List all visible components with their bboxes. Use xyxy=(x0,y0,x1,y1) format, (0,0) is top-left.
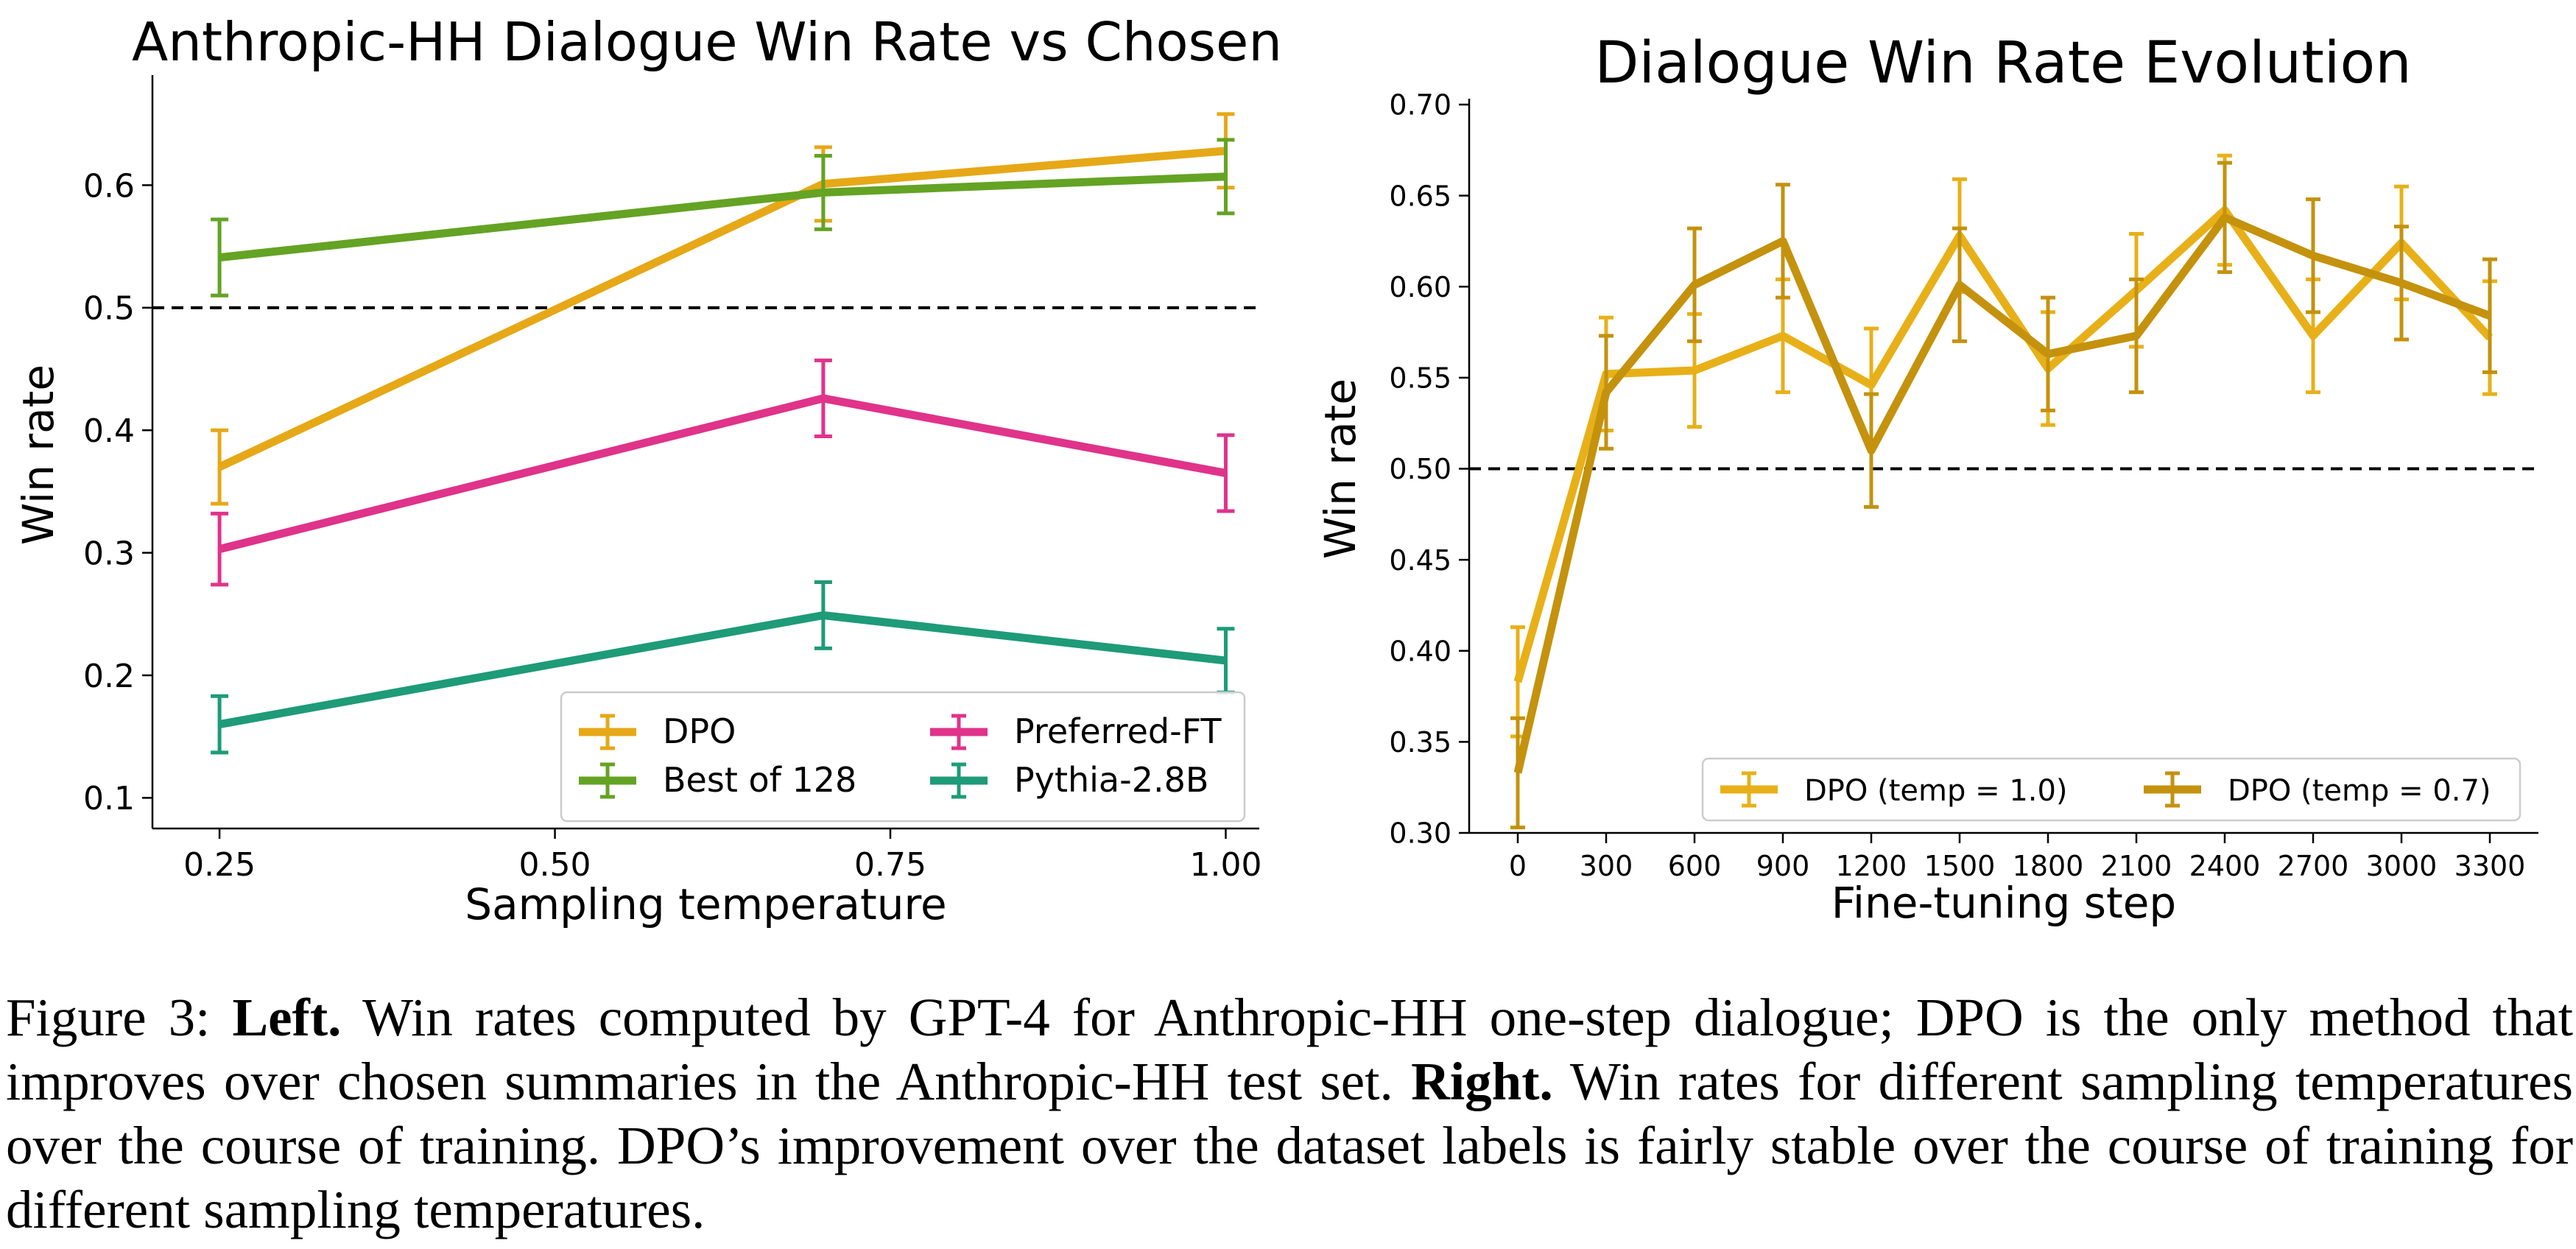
y-tick-label: 0.55 xyxy=(1389,362,1451,395)
x-tick-label: 2100 xyxy=(2101,850,2172,882)
y-tick-label: 0.35 xyxy=(1389,726,1451,759)
legend-label: Pythia-2.8B xyxy=(1014,760,1208,800)
series-pythia-2-8b xyxy=(211,580,1235,755)
y-tick-label: 0.45 xyxy=(1389,544,1451,577)
x-tick-label: 900 xyxy=(1756,850,1810,882)
x-tick-label: 0.50 xyxy=(519,846,591,884)
x-tick-label: 2400 xyxy=(2189,850,2261,882)
y-tick-label: 0.4 xyxy=(83,412,135,450)
figure-caption: Figure 3: Left. Win rates computed by GP… xyxy=(6,985,2573,1242)
caption-right-text: Win rates for different sampling tempera… xyxy=(6,1052,2573,1239)
legend-item-dpo-temp-1-0: DPO (temp = 1.0) xyxy=(1720,771,2068,808)
series-best-of-128 xyxy=(211,138,1235,298)
series-preferred-ft xyxy=(211,358,1235,587)
x-axis-label: Sampling temperature xyxy=(465,879,946,929)
legend-box xyxy=(1701,757,2522,822)
y-tick-label: 0.30 xyxy=(1389,817,1451,850)
win-rate-evolution-chart: Dialogue Win Rate Evolution 0 300 600 900 120… xyxy=(1315,30,2538,928)
chart-title: Dialogue Win Rate Evolution xyxy=(1594,30,2411,96)
series-line xyxy=(1513,213,2491,774)
x-axis-label: Fine-tuning step xyxy=(1831,878,2176,928)
y-tick-label: 0.3 xyxy=(83,535,135,572)
caption-left-label: Left. xyxy=(232,988,342,1047)
x-tick-label: 3300 xyxy=(2454,850,2526,882)
y-tick-label: 0.60 xyxy=(1389,271,1451,303)
x-tick-label: 0.25 xyxy=(183,846,256,884)
x-tick-label: 1500 xyxy=(1924,850,1996,882)
legend-item-dpo: DPO xyxy=(579,711,736,751)
x-tick-label: 0.75 xyxy=(854,846,926,884)
chart-title: Anthropic-HH Dialogue Win Rate vs Chosen xyxy=(132,11,1282,73)
legend-item-dpo-temp-0-7: DPO (temp = 0.7) xyxy=(2144,771,2491,808)
legend: DPO (temp = 1.0) DPO (temp = 0.7) xyxy=(1701,757,2522,822)
legend-label: DPO (temp = 1.0) xyxy=(1804,774,2068,808)
y-tick-label: 0.2 xyxy=(83,658,135,695)
series-line xyxy=(1513,205,2494,683)
x-tick-label: 2700 xyxy=(2278,850,2349,882)
y-tick-label: 0.5 xyxy=(83,290,135,328)
legend-label: DPO xyxy=(663,711,736,751)
x-tick-label: 1200 xyxy=(1836,850,1907,882)
legend: DPO Preferred-FT Best of 128 Pythia-2.8B xyxy=(560,691,1246,823)
series-dpo-temp-1-0 xyxy=(1510,153,2497,739)
legend-label: Best of 128 xyxy=(663,760,856,800)
series-line xyxy=(219,172,1226,262)
y-tick-label: 0.65 xyxy=(1389,180,1451,212)
x-tick-label: 300 xyxy=(1580,850,1633,882)
caption-left-text: Win rates computed by GPT-4 for Anthropi… xyxy=(6,988,2573,1111)
x-tick-label: 1800 xyxy=(2013,850,2084,882)
y-tick-label: 0.50 xyxy=(1389,453,1451,485)
legend-label: Preferred-FT xyxy=(1014,711,1222,751)
y-tick-label: 0.40 xyxy=(1389,635,1451,667)
y-axis-label: Win rate xyxy=(1315,379,1365,559)
caption-right-label: Right. xyxy=(1411,1052,1553,1111)
caption-prefix: Figure 3: xyxy=(6,988,233,1047)
legend-item-best-of-128: Best of 128 xyxy=(579,760,856,800)
series-line xyxy=(218,394,1227,553)
x-tick-label: 1.00 xyxy=(1189,846,1261,884)
x-tick-label: 3000 xyxy=(2366,850,2438,882)
x-tick-label: 0 xyxy=(1509,850,1527,882)
legend-label: DPO (temp = 0.7) xyxy=(2228,774,2491,808)
legend-item-pythia-2-8b: Pythia-2.8B xyxy=(930,760,1208,800)
y-tick-label: 0.70 xyxy=(1389,89,1451,122)
y-axis-label: Win rate xyxy=(13,365,63,545)
y-tick-label: 0.1 xyxy=(83,780,135,817)
legend-box xyxy=(560,691,1246,823)
y-tick-label: 0.6 xyxy=(83,167,135,205)
x-tick-label: 600 xyxy=(1668,850,1722,882)
win-rate-vs-temperature-chart: Anthropic-HH Dialogue Win Rate vs Chosen… xyxy=(13,11,1282,929)
series-dpo-temp-0-7 xyxy=(1510,161,2497,830)
legend-item-preferred-ft: Preferred-FT xyxy=(930,711,1222,751)
